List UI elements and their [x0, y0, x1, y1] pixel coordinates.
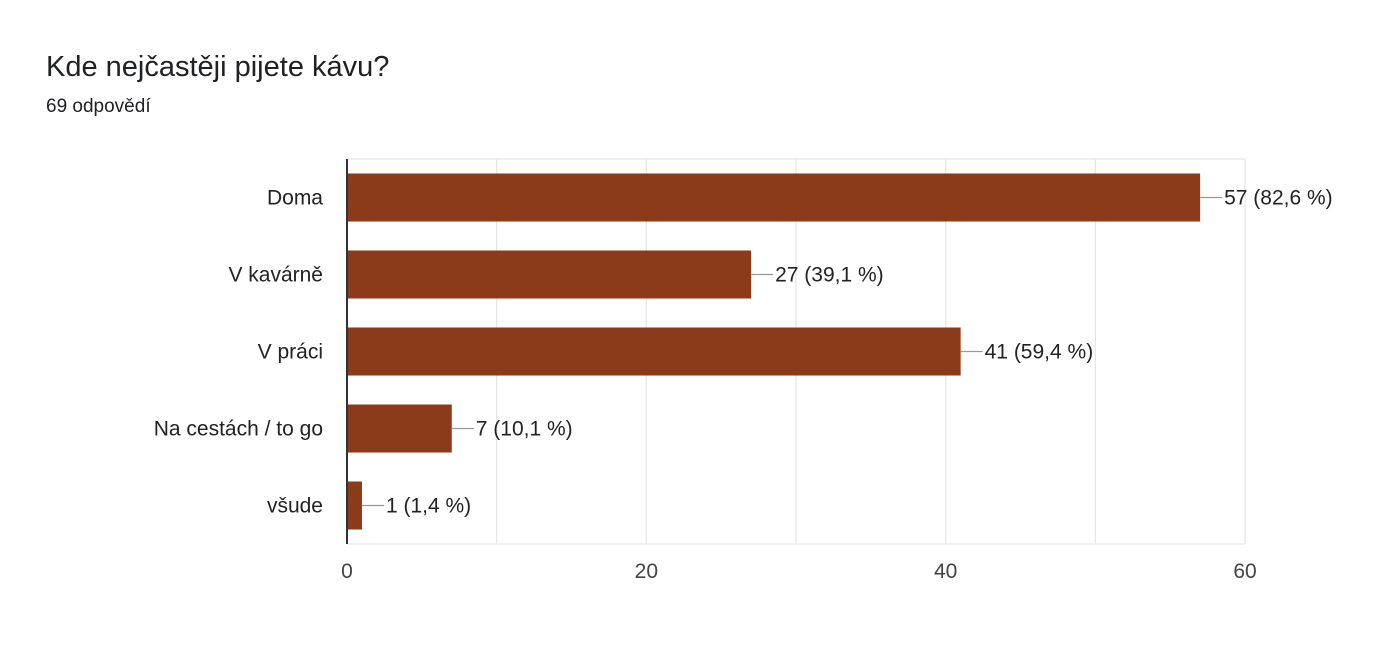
- data-label: 7 (10,1 %): [476, 418, 573, 441]
- response-count: 69 odpovědí: [46, 96, 151, 117]
- category-label: V kavárně: [228, 264, 323, 287]
- chart-title: Kde nejčastěji pijete kávu?: [46, 51, 390, 83]
- bar-0[interactable]: [347, 173, 1201, 222]
- category-label: V práci: [258, 341, 323, 364]
- category-label: Doma: [267, 187, 323, 210]
- bar-3[interactable]: [347, 404, 452, 453]
- data-label: 57 (82,6 %): [1224, 187, 1333, 210]
- data-label: 41 (59,4 %): [985, 341, 1094, 364]
- data-label: 27 (39,1 %): [775, 264, 884, 287]
- x-tick-label: 60: [1233, 560, 1256, 583]
- x-tick-label: 20: [635, 560, 658, 583]
- x-tick-label: 40: [934, 560, 957, 583]
- category-label: Na cestách / to go: [154, 418, 323, 441]
- category-label: všude: [267, 495, 323, 518]
- bar-1[interactable]: [347, 250, 752, 299]
- data-label: 1 (1,4 %): [386, 495, 471, 518]
- x-tick-label: 0: [341, 560, 353, 583]
- bar-2[interactable]: [347, 327, 961, 376]
- bar-4[interactable]: [347, 481, 362, 530]
